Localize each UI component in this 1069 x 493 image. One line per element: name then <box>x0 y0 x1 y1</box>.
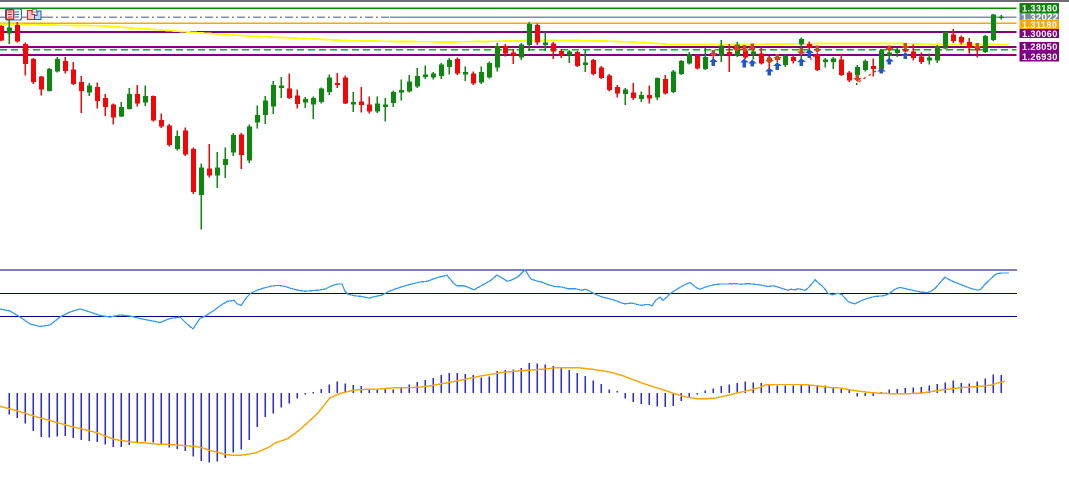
svg-text:1.30060: 1.30060 <box>1022 29 1058 39</box>
svg-text:1.28050: 1.28050 <box>1022 42 1058 52</box>
svg-text:1.32022: 1.32022 <box>1022 13 1059 24</box>
svg-text:1.26930: 1.26930 <box>1022 52 1058 62</box>
svg-text:1.31180: 1.31180 <box>1022 20 1057 30</box>
svg-text:1.33180: 1.33180 <box>1022 3 1058 13</box>
